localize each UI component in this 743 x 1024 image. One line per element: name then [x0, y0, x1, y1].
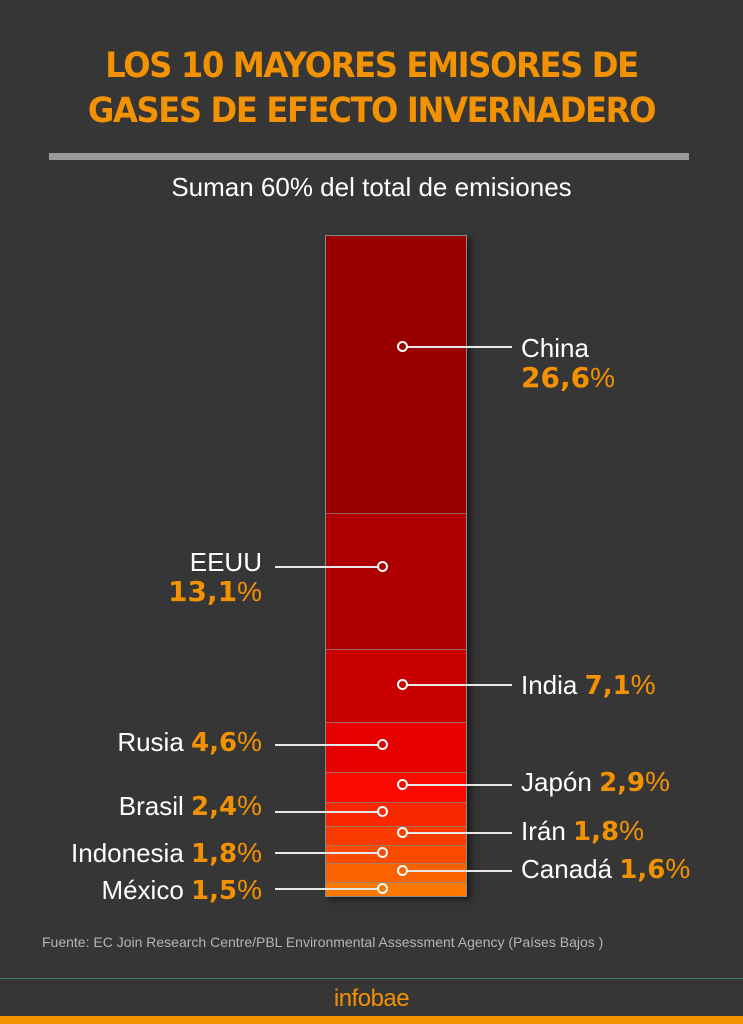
marker-japon	[397, 779, 408, 790]
segment-rusia	[326, 722, 466, 772]
percentage: 4,6%	[191, 726, 262, 759]
label-eeuu: EEUU 13,1%	[168, 547, 262, 607]
label-indonesia: Indonesia 1,8%	[71, 837, 262, 870]
segment-canada	[326, 863, 466, 882]
leader-line-india	[408, 684, 512, 686]
percentage: 1,8%	[573, 815, 645, 848]
label-japon: Japón 2,9%	[521, 766, 671, 799]
segment-eeuu	[326, 513, 466, 649]
segment-indonesia	[326, 845, 466, 863]
chart-subtitle: Suman 60% del total de emisiones	[171, 172, 572, 202]
infobae-logo: infobae	[333, 985, 410, 1012]
leader-line-japon	[408, 784, 512, 786]
segment-iran	[326, 826, 466, 845]
source-note: Fuente: EC Join Research Centre/PBL Envi…	[42, 934, 604, 950]
leader-line-mexico	[275, 888, 377, 890]
marker-india	[397, 679, 408, 690]
label-india: India 7,1%	[521, 669, 656, 702]
label-china: China 26,6%	[521, 333, 615, 393]
percentage: 7,1%	[584, 669, 656, 702]
label-rusia: Rusia 4,6%	[117, 726, 262, 759]
leader-line-china	[408, 346, 512, 348]
title-line-2: GASES DE EFECTO INVERNADERO	[87, 91, 657, 131]
segment-japon	[326, 772, 466, 802]
percentage: 2,9%	[599, 766, 671, 799]
leader-line-canada	[408, 870, 512, 872]
country-name: Rusia	[117, 727, 184, 757]
marker-iran	[397, 827, 408, 838]
footer-divider	[0, 978, 743, 979]
marker-brasil	[377, 806, 388, 817]
country-name: Indonesia	[71, 838, 184, 868]
country-name: China	[521, 333, 589, 363]
marker-indonesia	[377, 847, 388, 858]
label-canada: Canadá 1,6%	[521, 853, 691, 886]
leader-line-iran	[408, 832, 512, 834]
percentage: 1,6%	[619, 853, 691, 886]
country-name: México	[101, 875, 184, 905]
leader-line-indonesia	[275, 852, 377, 854]
percentage: 2,4%	[191, 790, 262, 823]
country-name: Japón	[521, 767, 592, 797]
segment-mexico	[326, 882, 466, 896]
title-line-1: LOS 10 MAYORES EMISORES DE	[105, 46, 639, 86]
country-name: India	[521, 670, 578, 700]
marker-mexico	[377, 883, 388, 894]
leader-line-eeuu	[275, 566, 377, 568]
label-brasil: Brasil 2,4%	[118, 790, 262, 823]
country-name: EEUU	[189, 547, 262, 577]
marker-rusia	[377, 739, 388, 750]
segment-brasil	[326, 802, 466, 826]
label-iran: Irán 1,8%	[521, 815, 645, 848]
segment-china	[326, 236, 466, 513]
percentage: 13,1%	[168, 575, 262, 608]
country-name: Brasil	[118, 791, 184, 821]
country-name: Irán	[521, 816, 566, 846]
footer-accent-bar	[0, 1016, 743, 1024]
leader-line-rusia	[275, 744, 377, 746]
chart-title: LOS 10 MAYORES EMISORES DE GASES DE EFEC…	[30, 44, 714, 134]
marker-china	[397, 341, 408, 352]
country-name: Canadá	[521, 854, 613, 884]
percentage: 26,6%	[521, 361, 615, 394]
marker-canada	[397, 865, 408, 876]
leader-line-brasil	[275, 811, 377, 813]
percentage: 1,8%	[191, 837, 262, 870]
percentage: 1,5%	[191, 874, 262, 907]
title-divider	[49, 153, 689, 160]
label-mexico: México 1,5%	[101, 874, 262, 907]
marker-eeuu	[377, 561, 388, 572]
